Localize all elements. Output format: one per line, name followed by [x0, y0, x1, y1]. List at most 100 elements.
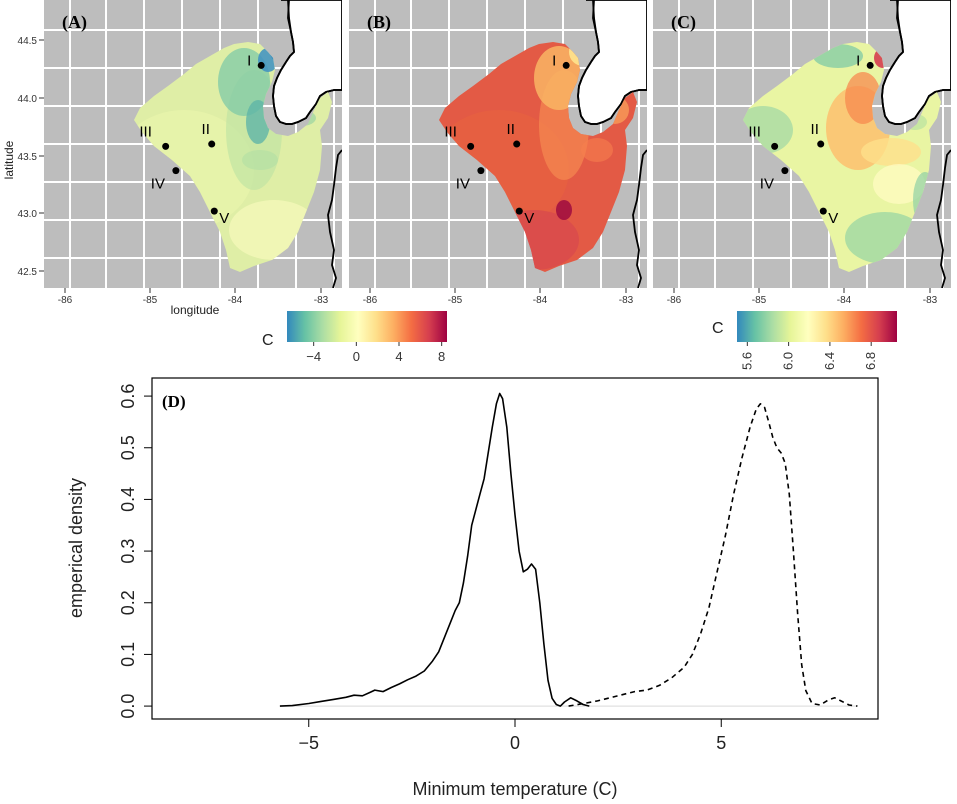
site-label: III	[748, 123, 761, 140]
colorbar-sd-gradient	[737, 311, 897, 342]
site-marker	[817, 140, 825, 148]
colorbar-sd-label: C	[712, 320, 724, 337]
map-a-xtick: -84	[228, 295, 243, 306]
colorbar-anomaly-ticks: −4 0 4 8	[306, 342, 445, 364]
map-a-xtick: -85	[143, 295, 158, 306]
colorbar-tick-label: 5.6	[739, 352, 754, 370]
site-label: I	[247, 52, 251, 69]
map-c-x-ticks: -86 -85 -84 -83	[667, 288, 938, 306]
map-b-shoreline	[577, 0, 647, 288]
site-marker	[162, 142, 170, 150]
region-fill-blob	[218, 48, 270, 116]
x-tick-label: 5	[716, 733, 726, 753]
map-c-xtick: -85	[752, 295, 767, 306]
colorbar-tick-label: 6.8	[863, 352, 878, 370]
site-marker	[562, 61, 570, 69]
site-label: I	[552, 52, 556, 69]
map-b-xtick: -85	[448, 295, 463, 306]
colorbar-anomaly-gradient	[287, 311, 447, 342]
colorbar-tick-label: −4	[306, 349, 321, 364]
site-label: V	[828, 210, 838, 227]
map-a-xlabel: longitude	[171, 303, 220, 317]
y-tick-label: 0.4	[118, 487, 138, 512]
map-b-xtick: -86	[363, 295, 378, 306]
map-a-ytick: 44.0	[18, 94, 38, 105]
site-marker	[257, 61, 265, 69]
colorbar-tick-label: 4	[395, 349, 402, 364]
site-label: III	[139, 123, 152, 140]
density-xlabel: Minimum temperature (C)	[412, 779, 617, 799]
map-a-ytick: 44.5	[18, 36, 38, 47]
x-tick-label: −5	[298, 733, 319, 753]
density-plot-frame	[151, 377, 879, 720]
density-series	[279, 392, 858, 707]
region-fill-blob	[861, 138, 921, 166]
site-marker	[172, 167, 180, 175]
colorbar-anomaly-label: C	[262, 332, 274, 349]
site-marker	[515, 207, 523, 215]
site-label: IV	[760, 176, 774, 193]
map-c-shoreline	[881, 0, 951, 288]
map-a-y-ticks: 44.5 44.0 43.5 43.0 42.5	[18, 36, 44, 278]
map-c-xtick: -86	[667, 295, 682, 306]
map-b-x-ticks: -86 -85 -84 -83	[363, 288, 634, 306]
density-line-solid	[279, 392, 590, 707]
map-c-label: (C)	[671, 12, 696, 33]
region-fill-blob	[845, 72, 881, 124]
site-label: V	[219, 210, 229, 227]
site-marker	[819, 207, 827, 215]
region-fill-blob	[242, 150, 278, 170]
density-line-dashed	[568, 403, 858, 707]
colorbar-tick-label: 0	[353, 349, 360, 364]
region-fill-blob	[581, 138, 613, 162]
map-a-x-ticks: -86 -85 -84 -83	[58, 288, 329, 306]
site-marker	[513, 140, 521, 148]
site-marker	[866, 61, 874, 69]
map-a-ytick: 43.5	[18, 152, 38, 163]
y-tick-label: 0.1	[118, 642, 138, 667]
y-tick-label: 0.5	[118, 435, 138, 460]
site-marker	[208, 140, 216, 148]
density-panel-label: (D)	[162, 392, 186, 411]
map-b-xtick: -84	[533, 295, 548, 306]
colorbar-sd-ticks: 5.6 6.0 6.4 6.8	[739, 342, 878, 370]
site-label: IV	[151, 176, 165, 193]
colorbar-sd: C 5.6 6.0 6.4 6.8	[712, 311, 897, 370]
site-label: V	[524, 210, 534, 227]
colorbar-tick-label: 6.4	[822, 352, 837, 370]
map-b-label: (B)	[367, 12, 391, 33]
colorbar-anomaly: C −4 0 4 8	[262, 311, 447, 364]
site-label: IV	[456, 176, 470, 193]
map-a-label: (A)	[62, 12, 87, 33]
site-label: III	[444, 123, 457, 140]
map-a-shoreline	[272, 0, 342, 288]
colorbar-tick-label: 6.0	[781, 352, 796, 370]
y-tick-label: 0.3	[118, 539, 138, 564]
site-label: II	[202, 121, 210, 138]
x-tick-label: 0	[510, 733, 520, 753]
site-label: II	[507, 121, 515, 138]
map-a-ytick: 42.5	[18, 267, 38, 278]
density-y-axis: 0.0 0.1 0.2 0.3 0.4 0.5 0.6	[118, 384, 152, 719]
density-panel: (D) −5 0 5 0.0 0.1 0.2 0.3 0.4 0.5 0.6 Minimum t…	[66, 377, 879, 799]
map-c-xtick: -84	[837, 295, 852, 306]
y-tick-label: 0.2	[118, 590, 138, 615]
map-a-ylabel: latitude	[2, 140, 16, 179]
site-marker	[210, 207, 218, 215]
map-a-xtick: -86	[58, 295, 73, 306]
site-marker	[781, 167, 789, 175]
site-label: II	[811, 121, 819, 138]
site-label: I	[856, 52, 860, 69]
region-fill-blob	[873, 164, 925, 204]
map-b-xtick: -83	[619, 295, 634, 306]
region-fill-blob	[556, 200, 572, 220]
site-marker	[467, 142, 475, 150]
density-x-axis: −5 0 5	[298, 719, 726, 753]
y-tick-label: 0.0	[118, 694, 138, 719]
